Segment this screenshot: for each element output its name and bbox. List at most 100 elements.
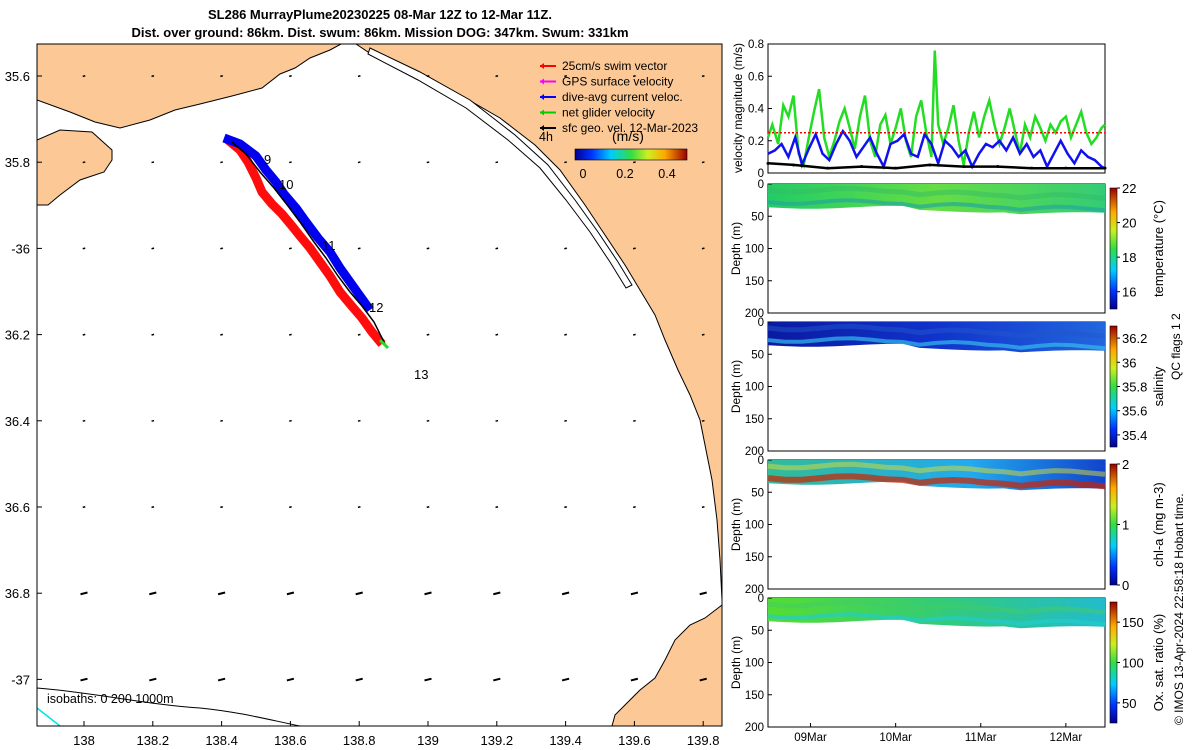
surface-velocity-arrow (632, 333, 636, 336)
day-label-12: 12 (369, 300, 383, 315)
vel-point (962, 165, 966, 169)
section-colorbar-label: temperature (°C) (1151, 200, 1166, 297)
surface-velocity-arrow (564, 333, 568, 336)
surface-velocity-arrow (149, 677, 157, 682)
day-label-10: 10 (279, 177, 293, 192)
vel-point (826, 166, 830, 170)
surface-velocity-arrow (699, 677, 707, 682)
surface-velocity-arrow (701, 247, 705, 250)
legend-arrowhead (540, 63, 544, 69)
surface-velocity-arrow (82, 419, 86, 422)
depth-tick-label: 200 (745, 584, 764, 596)
lon-tick-label: 138.8 (343, 733, 376, 748)
legend-arrowhead (540, 94, 544, 100)
section-band-upper (767, 323, 1106, 339)
section-colorbar (1109, 601, 1118, 724)
section-panel-1: 0 50 100 150 200 Depth (m) 22 20 18 16 temperature… (729, 179, 1166, 320)
day-label-9: 9 (264, 152, 271, 167)
depth-tick-label: 0 (758, 317, 764, 329)
surface-velocity-arrow (151, 247, 155, 250)
surface-velocity-arrow (151, 161, 155, 164)
surface-velocity-arrow (426, 333, 430, 336)
section-ylabel: Depth (m) (729, 498, 743, 551)
lon-tick-label: 138 (73, 733, 95, 748)
colorbar-tick-label: 36 (1122, 355, 1136, 370)
surface-velocity-arrow (701, 333, 705, 336)
surface-velocity-arrow (80, 591, 88, 596)
colorbar-tick-label: 22 (1122, 181, 1136, 196)
lon-tick-label: 138.6 (274, 733, 307, 748)
surface-velocity-arrow (288, 506, 292, 509)
surface-velocity-arrow (217, 677, 226, 682)
surface-velocity-arrow (357, 161, 361, 164)
surface-velocity-arrow (564, 161, 568, 164)
surface-velocity-arrow (288, 161, 292, 164)
map-legend: 25cm/s swim vector GPS surface velocitydi… (539, 59, 698, 181)
depth-tick-label: 0 (758, 179, 764, 191)
depth-tick-label: 200 (745, 446, 764, 458)
surface-velocity-arrow (701, 161, 705, 164)
surface-velocity-arrow (82, 161, 86, 164)
surface-velocity-arrow (220, 333, 224, 336)
surface-velocity-arrow (286, 677, 295, 682)
depth-tick-label: 100 (745, 382, 764, 394)
surface-velocity-arrow (151, 419, 155, 422)
longitude-ticks: 138 138.2 138.4 138.6 138.8 139 139.2 139.4 139.… (73, 721, 719, 748)
lat-tick-label: -37 (11, 672, 30, 687)
vel-point (1064, 166, 1068, 170)
isobath-line (37, 687, 301, 726)
depth-tick-label: 150 (745, 414, 764, 426)
day-label-13: 13 (414, 367, 428, 382)
time-tick-label: 10Mar (879, 732, 912, 744)
land-south-east (611, 604, 722, 726)
time-tick-label: 09Mar (794, 732, 827, 744)
depth-tick-label: 150 (745, 690, 764, 702)
velocity-y-ticks: 0 0.2 0.4 0.6 0.8 (748, 39, 772, 180)
vel-point (766, 161, 770, 165)
section-ylabel: Depth (m) (729, 222, 743, 275)
time-axis-ticks: 09Mar 10Mar 11Mar 12Mar (794, 723, 1082, 744)
surface-velocity-arrow (495, 247, 499, 250)
depth-tick-label: 0 (758, 455, 764, 467)
section-colorbar (1109, 187, 1118, 310)
lon-tick-label: 138.2 (137, 733, 170, 748)
lat-tick-label: 35.6 (5, 69, 30, 84)
colorbar-tick-label: 18 (1122, 250, 1136, 265)
surface-velocity-arrow (357, 506, 361, 509)
colorbar-tick-label: 35.4 (1122, 428, 1147, 443)
surface-velocity-arrow (701, 75, 705, 78)
depth-tick-label: 50 (751, 211, 764, 223)
surface-velocity-arrow (82, 247, 86, 250)
colorbar-tick-label: 2 (1122, 457, 1129, 472)
legend-interval: 4h (539, 130, 553, 144)
section-band (767, 198, 1106, 213)
surface-velocity-arrow (424, 591, 432, 596)
depth-tick-label: 200 (745, 308, 764, 320)
title-line-2: Dist. over ground: 86km. Dist. swum: 86k… (131, 25, 629, 40)
depth-tick-label: 0 (758, 593, 764, 605)
colorbar-tick-label: 0 (1122, 578, 1129, 593)
surface-velocity-arrow (357, 333, 361, 336)
vel-point (860, 165, 864, 169)
latitude-ticks: 35.6 35.8 -36 36.2 36.4 36.6 36.8 -37 (5, 69, 42, 687)
lon-tick-label: 139.8 (687, 733, 720, 748)
vel-point (996, 165, 1000, 169)
surface-velocity-arrow (495, 419, 499, 422)
surface-velocity-arrow (220, 419, 224, 422)
lat-tick-label: -36 (11, 241, 30, 256)
surface-velocity-arrow (495, 75, 499, 78)
section-band-upper (767, 599, 1106, 615)
vel-point (792, 163, 796, 167)
surface-velocity-arrow (701, 419, 705, 422)
lon-tick-label: 138.4 (205, 733, 238, 748)
surface-velocity-arrow (357, 419, 361, 422)
surface-velocity-arrow (355, 591, 363, 596)
colorbar-tick-label: 16 (1122, 285, 1136, 300)
section-band (767, 612, 1106, 627)
lat-tick-label: 36.6 (5, 500, 30, 515)
section-data-fill (768, 460, 1105, 491)
surface-velocity-arrow (495, 506, 499, 509)
vel-tick-label: 0.8 (748, 39, 764, 51)
